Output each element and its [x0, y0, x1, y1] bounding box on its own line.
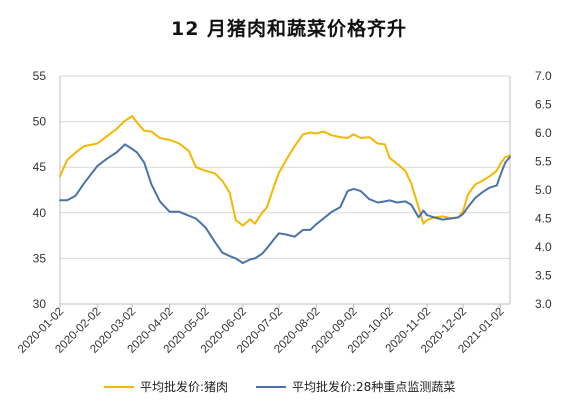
legend-label-vegetables: 平均批发价:28种重点监测蔬菜 [292, 380, 456, 394]
legend-item-vegetables: 平均批发价:28种重点监测蔬菜 [256, 378, 455, 395]
right-tick-label: 4.5 [535, 212, 552, 226]
series-line-pork [59, 115, 511, 227]
right-tick-label: 3.5 [535, 269, 552, 283]
chart-title: 12 月猪肉和蔬菜价格齐升 [170, 18, 408, 40]
right-tick-label: 6.5 [535, 98, 552, 112]
left-tick-label: 35 [33, 251, 47, 265]
left-tick-label: 55 [33, 69, 47, 83]
left-tick-label: 30 [33, 297, 47, 311]
legend: 平均批发价:猪肉 平均批发价:28种重点监测蔬菜 [0, 378, 578, 398]
right-tick-label: 4.0 [535, 240, 552, 254]
right-tick-label: 3.0 [535, 297, 552, 311]
legend-label-pork: 平均批发价:猪肉 [140, 380, 229, 394]
legend-swatch-pork [104, 385, 134, 388]
right-tick-label: 7.0 [535, 69, 552, 83]
legend-swatch-vegetables [256, 385, 286, 388]
right-tick-label: 5.0 [535, 183, 552, 197]
left-tick-label: 40 [33, 206, 47, 220]
left-tick-label: 50 [33, 115, 47, 129]
series-line-vegetables [59, 143, 511, 264]
right-tick-label: 6.0 [535, 126, 552, 140]
legend-item-pork: 平均批发价:猪肉 [104, 378, 228, 395]
left-tick-label: 45 [33, 160, 47, 174]
right-tick-label: 5.5 [535, 155, 552, 169]
